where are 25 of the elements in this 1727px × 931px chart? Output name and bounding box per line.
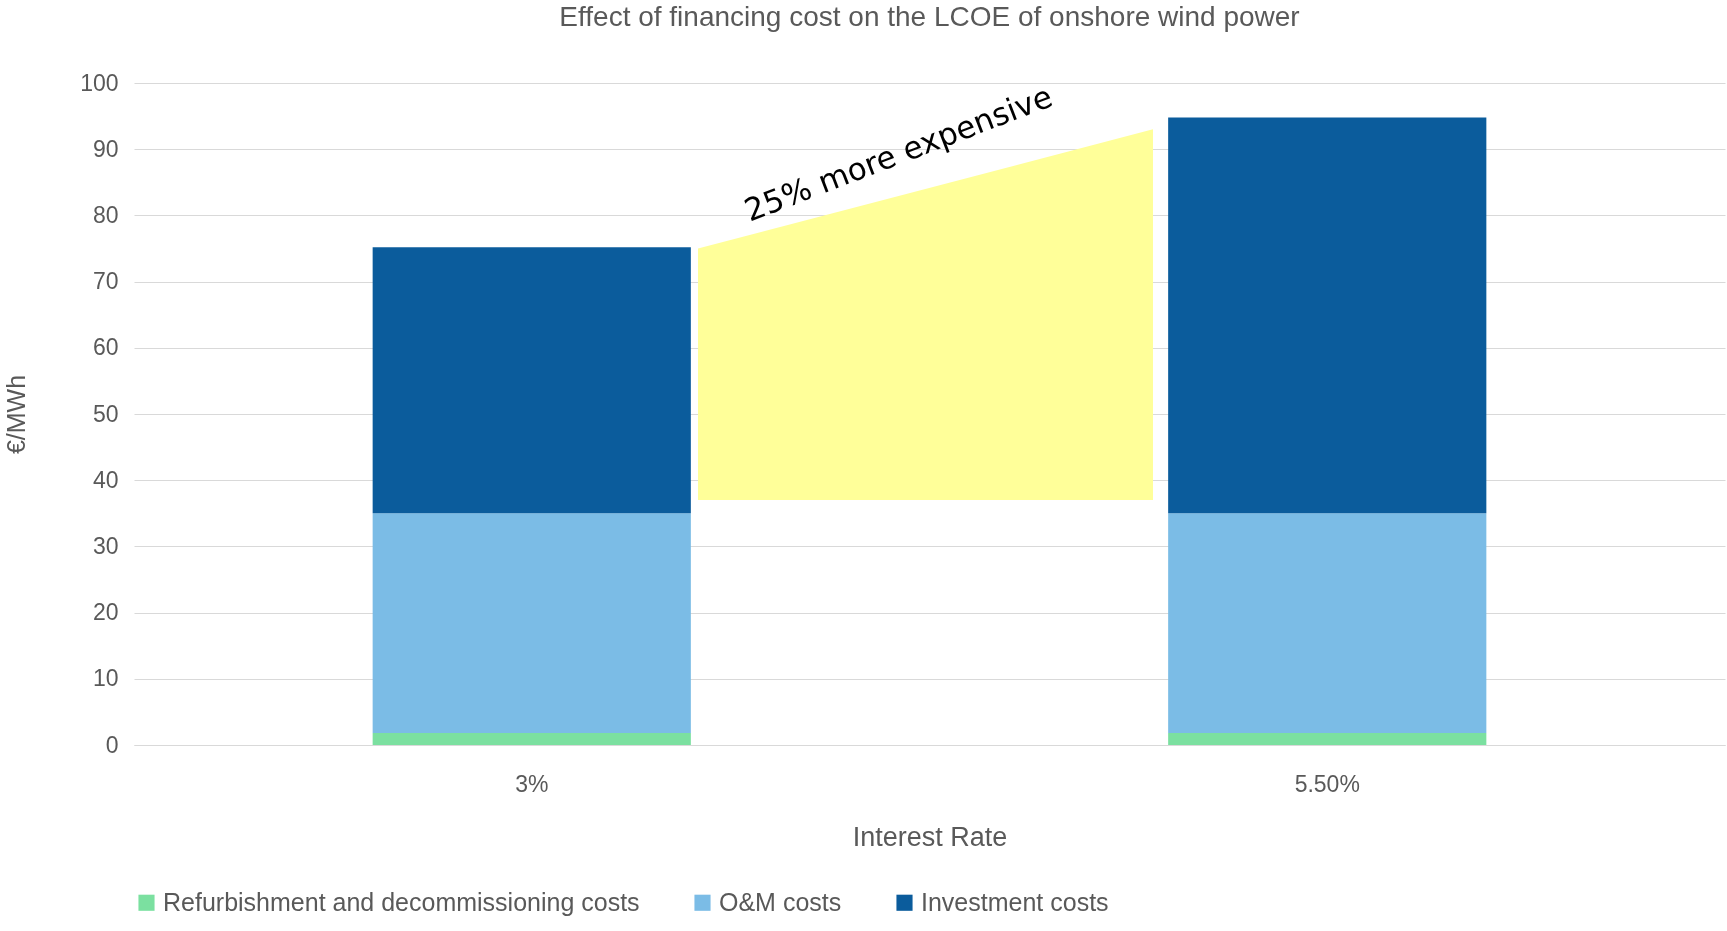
x-axis-title: Interest Rate	[852, 821, 1008, 852]
y-tick-label: 60	[92, 334, 119, 361]
y-tick-label: 100	[80, 69, 119, 96]
y-tick-label: 70	[92, 268, 119, 295]
legend-label: Refurbishment and decommissioning costs	[163, 887, 640, 916]
y-tick-label: 80	[92, 201, 119, 228]
legend-label: O&M costs	[719, 887, 842, 916]
bar	[1168, 733, 1487, 745]
y-tick-label: 20	[92, 599, 119, 626]
y-tick-label: 0	[105, 731, 119, 758]
bar	[1168, 513, 1487, 734]
chart-title: Effect of financing cost on the LCOE of onshore wind power	[559, 1, 1300, 32]
y-tick-label: 40	[92, 466, 119, 493]
y-tick-label: 50	[92, 400, 119, 427]
legend-label: Investment costs	[921, 887, 1109, 916]
bar	[372, 513, 691, 734]
y-tick-label: 10	[92, 665, 119, 692]
x-tick-label: 3%	[515, 770, 549, 797]
bar	[372, 247, 691, 514]
bar	[372, 733, 691, 745]
y-tick-label: 30	[92, 532, 119, 559]
y-tick-label: 90	[92, 135, 119, 162]
x-tick-label: 5.50%	[1294, 770, 1360, 797]
bar	[1168, 117, 1487, 514]
y-axis-title: €/MWh	[2, 374, 31, 455]
